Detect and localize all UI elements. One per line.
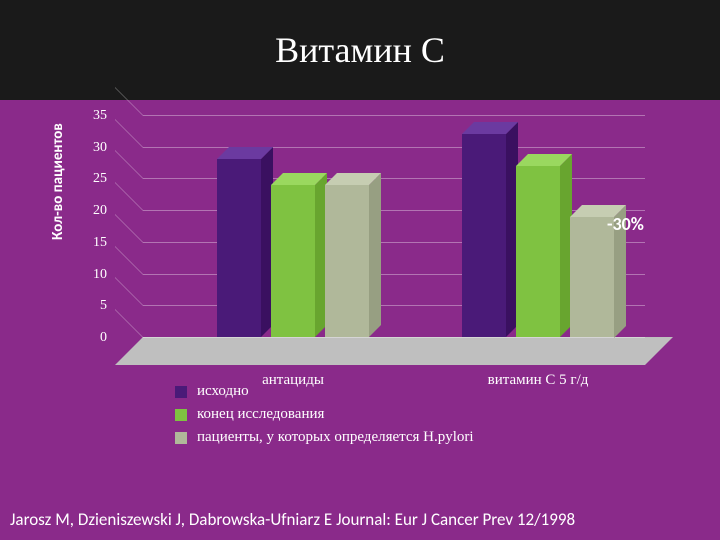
legend-label: пациенты, у которых определяется H.pylor… [197, 429, 474, 446]
ytick-label: 10 [93, 267, 107, 283]
legend-label: конец исследования [197, 406, 324, 423]
annotation-label: -30% [607, 213, 644, 235]
slide-title: Витамин С [275, 29, 445, 71]
bar [271, 185, 315, 337]
bar [325, 185, 369, 337]
legend-swatch [175, 386, 187, 398]
ytick-label: 35 [93, 108, 107, 124]
ytick-label: 20 [93, 203, 107, 219]
legend-swatch [175, 409, 187, 421]
bar [217, 159, 261, 337]
legend-swatch [175, 432, 187, 444]
citation: Jarosz M, Dzieniszewski J, Dabrowska-Ufn… [10, 509, 710, 530]
legend: исходно конец исследования пациенты, у кот… [175, 383, 474, 452]
chart: Кол-во пациентов 05101520253035 антациды… [75, 115, 645, 465]
ytick-label: 15 [93, 235, 107, 251]
plot-area: 05101520253035 антацидывитамин С 5 г/д -… [115, 115, 645, 365]
legend-item: конец исследования [175, 406, 474, 423]
y-axis-label: Кол-во пациентов [49, 123, 67, 240]
gridline: 30 [143, 147, 645, 148]
bar [516, 166, 560, 337]
ytick-label: 5 [100, 298, 107, 314]
ytick-label: 25 [93, 171, 107, 187]
legend-item: исходно [175, 383, 474, 400]
gridline: 0 [143, 337, 645, 338]
bar [462, 134, 506, 337]
title-band: Витамин С [0, 0, 720, 100]
ytick-label: 0 [100, 330, 107, 346]
legend-label: исходно [197, 383, 249, 400]
gridline: 35 [143, 115, 645, 116]
legend-item: пациенты, у которых определяется H.pylor… [175, 429, 474, 446]
ytick-label: 30 [93, 140, 107, 156]
chart-floor [115, 337, 673, 365]
